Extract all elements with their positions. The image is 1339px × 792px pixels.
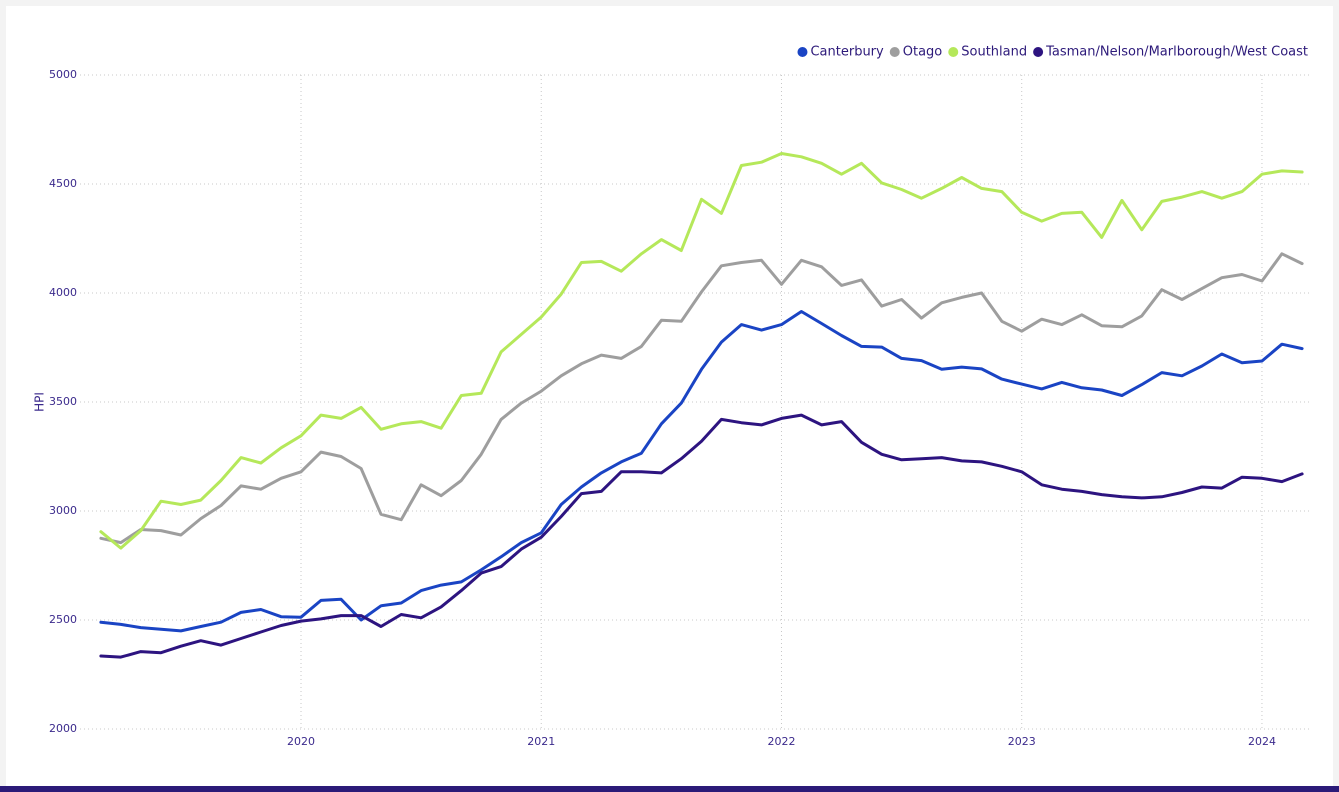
legend: Canterbury Otago Southland Tasman/Nelson/Ma… (797, 45, 1308, 60)
grid: 2000 2500 3000 3500 4000 4500 5000 2020 2021 2022… (49, 68, 1310, 748)
y-tick-label: 2500 (49, 613, 77, 626)
y-tick-label: 4500 (49, 177, 77, 190)
x-tick-label: 2020 (287, 735, 315, 748)
legend-marker (948, 47, 959, 57)
series-line (99, 152, 1304, 550)
panel (6, 6, 1333, 786)
y-tick-label: 5000 (49, 68, 77, 81)
y-tick-label: 2000 (49, 722, 77, 735)
footer-bar (0, 786, 1339, 792)
x-tick-label: 2022 (767, 735, 795, 748)
legend-text: Tasman/Nelson/Marlborough/West Coast (1045, 45, 1308, 60)
legend-item: Tasman/Nelson/Marlborough/West Coast (1033, 45, 1308, 60)
y-tick-label: 3000 (49, 504, 77, 517)
y-axis-label: HPI (33, 392, 47, 412)
legend-item: Otago (889, 45, 943, 60)
y-tick-label: 3500 (49, 395, 77, 408)
legend-text: Southland (961, 45, 1027, 60)
legend-marker (797, 47, 808, 57)
series-line (99, 310, 1304, 633)
x-tick-label: 2021 (527, 735, 555, 748)
legend-text: Canterbury (810, 45, 884, 60)
y-tick-label: 4000 (49, 286, 77, 299)
legend-item: Canterbury (797, 45, 884, 60)
legend-text: Otago (903, 45, 943, 60)
series-line (99, 413, 1304, 659)
x-tick-label: 2024 (1248, 735, 1276, 748)
series-line (99, 252, 1304, 545)
legend-item: Southland (948, 45, 1027, 60)
lines (99, 152, 1304, 659)
x-tick-label: 2023 (1008, 735, 1036, 748)
legend-marker (889, 47, 900, 57)
legend-marker (1033, 47, 1044, 57)
